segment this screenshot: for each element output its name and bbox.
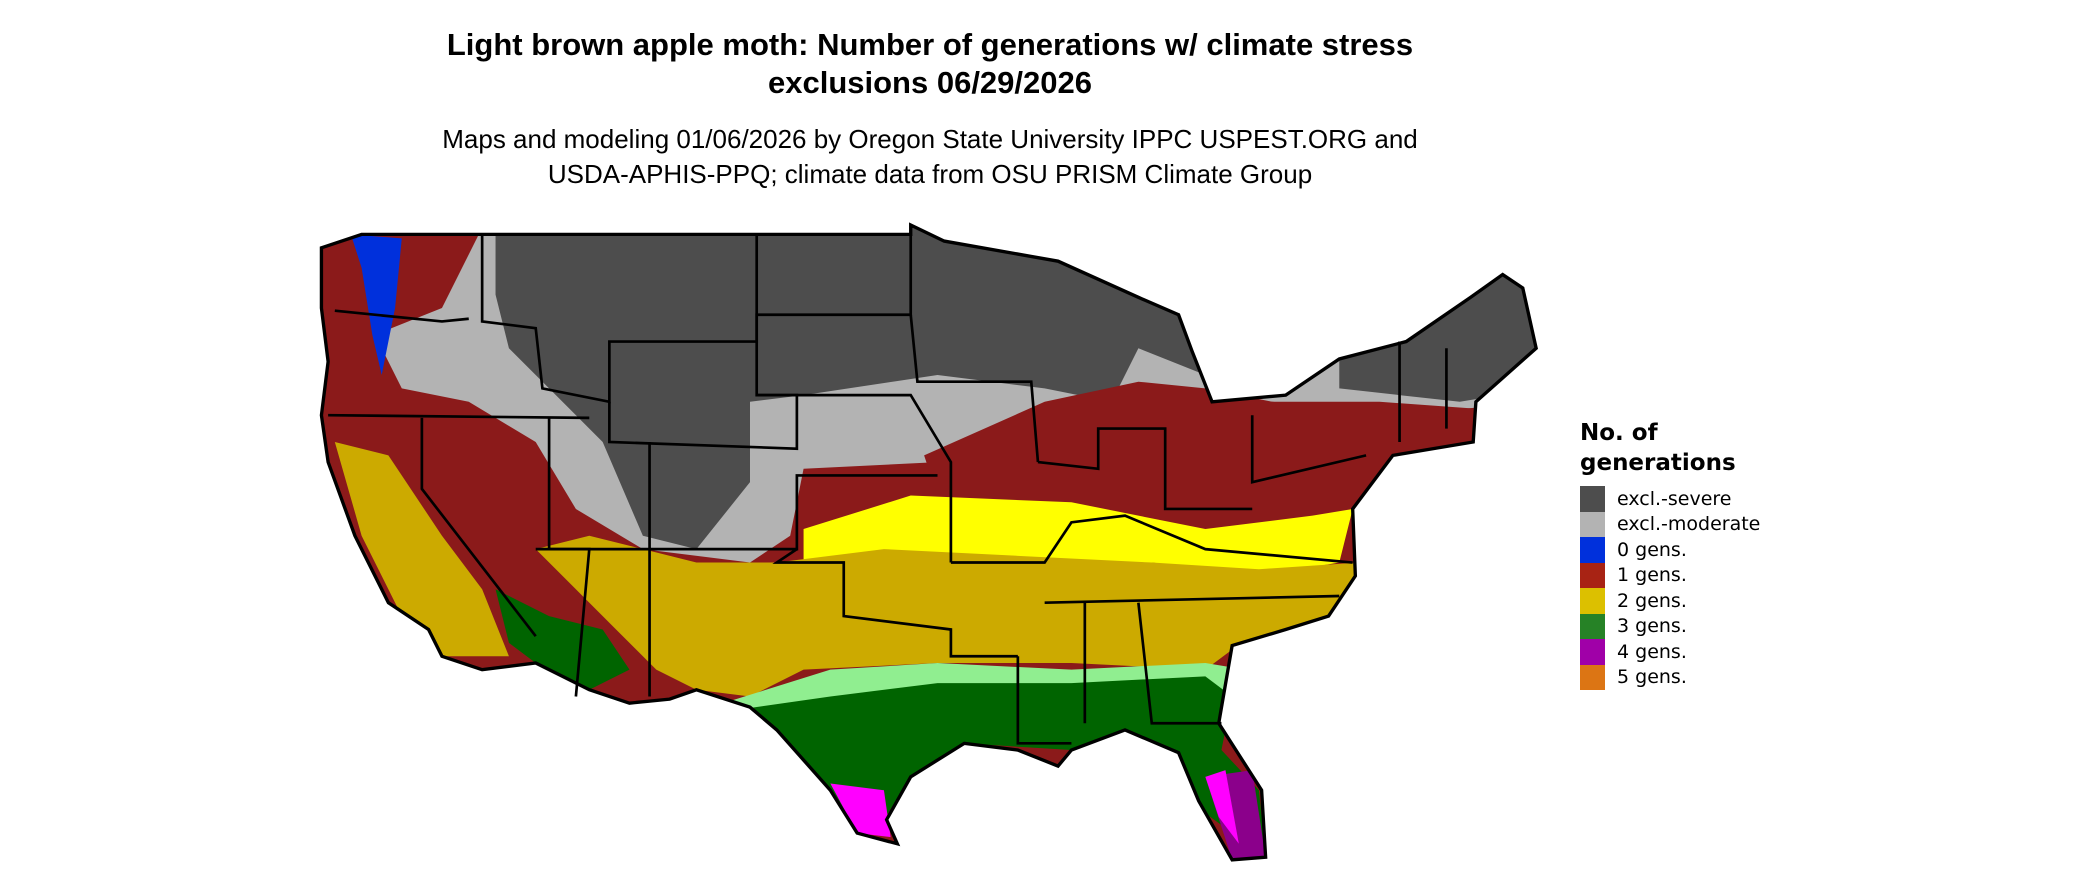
legend-swatch <box>1580 537 1605 563</box>
region-two-gen-west <box>334 441 509 657</box>
legend-swatch <box>1580 511 1605 537</box>
legend-item: 4 gens. <box>1580 639 1760 665</box>
region-two-gen <box>535 535 1360 697</box>
title-line-2: exclusions 06/29/2026 <box>767 65 1092 100</box>
subtitle-line-1: Maps and modeling 01/06/2026 by Oregon S… <box>442 124 1418 154</box>
state-borders <box>328 234 1448 745</box>
region-four-gen-fl-edge <box>1205 770 1239 844</box>
legend-swatch <box>1580 664 1605 690</box>
legend-swatch <box>1580 613 1605 639</box>
legend-swatch <box>1580 639 1605 665</box>
region-four-gen-tx <box>830 783 891 838</box>
legend-item: 1 gens. <box>1580 562 1760 588</box>
legend-label: 4 gens. <box>1617 640 1687 663</box>
legend-label: 1 gens. <box>1617 564 1687 587</box>
legend-item: 5 gens. <box>1580 664 1760 690</box>
legend-item: excl.-moderate <box>1580 511 1761 537</box>
subtitle-line-2: USDA-APHIS-PPQ; climate data from OSU PR… <box>547 159 1313 189</box>
region-excl-severe-ne <box>1339 254 1537 402</box>
title-line-1: Light brown apple moth: Number of genera… <box>446 27 1414 62</box>
legend-title-line-2: generations <box>1580 450 1736 476</box>
legend: No. of generations excl.-severe excl.-mod… <box>1580 418 1760 690</box>
legend-label: 2 gens. <box>1617 589 1687 612</box>
legend-item: 0 gens. <box>1580 537 1760 563</box>
legend-item: excl.-severe <box>1580 486 1760 512</box>
legend-label: excl.-severe <box>1617 487 1732 510</box>
legend-item: 3 gens. <box>1580 613 1760 639</box>
legend-title: No. of generations <box>1580 418 1760 478</box>
legend-item: 2 gens. <box>1580 588 1760 614</box>
legend-label: 3 gens. <box>1617 615 1687 638</box>
region-three-gen <box>736 676 1266 858</box>
legend-label: 0 gens. <box>1617 538 1687 561</box>
legend-swatch <box>1580 562 1605 588</box>
region-excl-severe <box>495 227 1206 550</box>
region-three-gen-az <box>495 589 630 690</box>
legend-label: excl.-moderate <box>1617 513 1761 536</box>
legend-swatch <box>1580 486 1605 512</box>
region-zero-gen <box>350 234 402 376</box>
legend-swatch <box>1580 588 1605 614</box>
map-title: Light brown apple moth: Number of genera… <box>330 26 1530 102</box>
legend-label: 5 gens. <box>1617 666 1687 689</box>
map-subtitle: Maps and modeling 01/06/2026 by Oregon S… <box>330 122 1530 192</box>
legend-title-line-1: No. of <box>1580 420 1658 446</box>
